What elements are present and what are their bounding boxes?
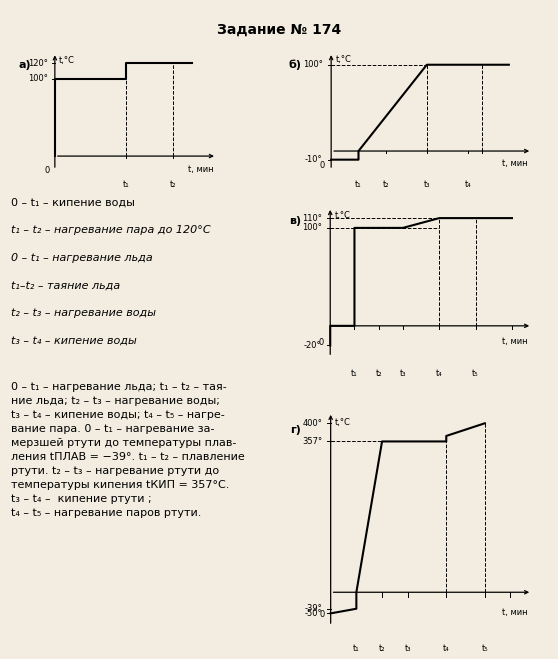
Text: t₂ – t₃ – нагревание воды: t₂ – t₃ – нагревание воды	[11, 308, 156, 318]
Text: 100°: 100°	[303, 60, 323, 69]
Text: t₁: t₁	[353, 644, 360, 652]
Text: t₃: t₃	[405, 644, 411, 652]
Text: 0: 0	[320, 161, 325, 170]
Text: 0 – t₁ – кипение воды: 0 – t₁ – кипение воды	[11, 198, 135, 208]
Text: г): г)	[290, 425, 301, 435]
Text: -10°: -10°	[305, 155, 323, 164]
Text: 110°: 110°	[302, 214, 322, 223]
Text: 100°: 100°	[302, 223, 322, 233]
Text: -39°: -39°	[304, 604, 322, 614]
Text: б): б)	[288, 59, 301, 70]
Text: Задание № 174: Задание № 174	[217, 23, 341, 37]
Text: t₁ – t₂ – нагревание пара до 120°C: t₁ – t₂ – нагревание пара до 120°C	[11, 225, 211, 235]
Text: а): а)	[18, 60, 31, 70]
Text: t,°C: t,°C	[335, 418, 351, 426]
Text: 0 – t₁ – нагревание льда; t₁ – t₂ – тая-
ние льда; t₂ – t₃ – нагревание воды;
t₃: 0 – t₁ – нагревание льда; t₁ – t₂ – тая-…	[11, 382, 245, 518]
Text: t₄: t₄	[443, 644, 450, 652]
Text: t, мин: t, мин	[502, 608, 528, 617]
Text: 120°: 120°	[28, 59, 48, 68]
Text: t,°C: t,°C	[58, 55, 74, 65]
Text: t₅: t₅	[472, 370, 479, 378]
Text: 0: 0	[319, 338, 324, 347]
Text: t, мин: t, мин	[502, 337, 528, 345]
Text: t, мин: t, мин	[188, 165, 214, 173]
Text: t₂: t₂	[383, 180, 389, 188]
Text: t₃: t₃	[424, 180, 430, 188]
Text: 0 – t₁ – нагревание льда: 0 – t₁ – нагревание льда	[11, 253, 153, 263]
Text: t₂: t₂	[376, 370, 382, 378]
Text: t₁–t₂ – таяние льда: t₁–t₂ – таяние льда	[11, 281, 121, 291]
Text: 100°: 100°	[28, 74, 48, 83]
Text: t₁: t₁	[351, 370, 358, 378]
Text: 0: 0	[319, 610, 324, 619]
Text: t₃: t₃	[400, 370, 406, 378]
Text: t₃ – t₄ – кипение воды: t₃ – t₄ – кипение воды	[11, 336, 137, 346]
Text: -20°: -20°	[304, 341, 322, 350]
Text: t₂: t₂	[170, 180, 176, 188]
Text: t,°C: t,°C	[334, 211, 350, 219]
Text: t₁: t₁	[122, 180, 129, 188]
Text: t₄: t₄	[464, 180, 471, 188]
Text: t₄: t₄	[436, 370, 442, 378]
Text: t₅: t₅	[482, 644, 488, 652]
Text: t₁: t₁	[355, 180, 362, 188]
Text: t, мин: t, мин	[502, 159, 528, 169]
Text: 0: 0	[45, 166, 50, 175]
Text: 400°: 400°	[302, 418, 322, 428]
Text: t₂: t₂	[379, 644, 385, 652]
Text: в): в)	[289, 215, 301, 225]
Text: 357°: 357°	[302, 437, 322, 446]
Text: t,°C: t,°C	[335, 55, 352, 65]
Text: -50°: -50°	[305, 609, 322, 618]
